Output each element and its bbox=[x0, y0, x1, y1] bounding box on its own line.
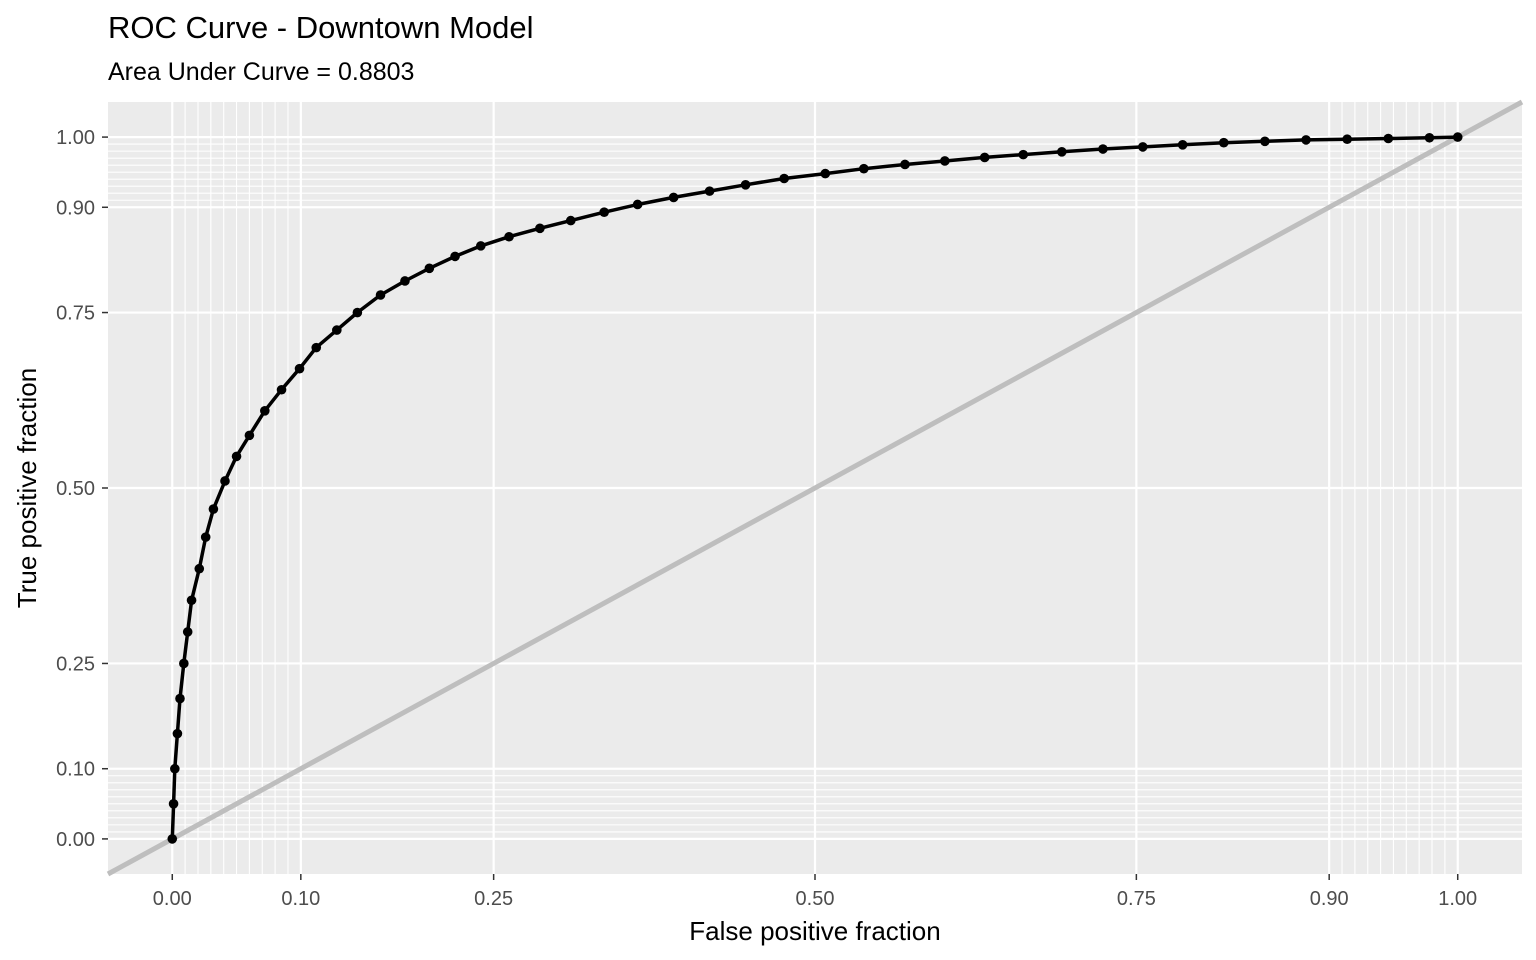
chart-subtitle: Area Under Curve = 0.8803 bbox=[108, 58, 415, 86]
roc-point bbox=[1383, 133, 1394, 144]
y-tick-label: 0.75 bbox=[56, 303, 95, 325]
reference-diagonal bbox=[106, 99, 1524, 877]
roc-point bbox=[1218, 137, 1229, 148]
roc-point bbox=[260, 406, 270, 416]
roc-point bbox=[1452, 132, 1463, 142]
roc-point bbox=[175, 693, 185, 704]
roc-point bbox=[1260, 136, 1270, 147]
roc-point bbox=[1177, 140, 1188, 150]
roc-point bbox=[167, 834, 178, 844]
roc-point bbox=[450, 251, 460, 262]
x-axis-title: False positive fraction bbox=[689, 916, 940, 946]
x-tick-label: 0.25 bbox=[474, 888, 513, 910]
roc-point bbox=[170, 763, 180, 774]
roc-point bbox=[200, 532, 211, 542]
roc-point bbox=[400, 276, 410, 286]
roc-point bbox=[1424, 132, 1435, 143]
roc-point bbox=[375, 290, 386, 300]
roc-point bbox=[1018, 149, 1029, 160]
chart-title: ROC Curve - Downtown Model bbox=[108, 10, 534, 45]
roc-point bbox=[1137, 142, 1148, 152]
roc-point bbox=[740, 180, 751, 190]
y-tick-label: 0.90 bbox=[56, 197, 95, 219]
roc-point bbox=[940, 156, 950, 166]
roc-point bbox=[244, 430, 255, 441]
roc-point bbox=[172, 728, 183, 739]
roc-point bbox=[352, 307, 363, 318]
roc-point bbox=[168, 799, 179, 809]
x-tick-label: 1.00 bbox=[1438, 888, 1477, 910]
roc-point bbox=[332, 325, 342, 335]
roc-point bbox=[668, 192, 679, 203]
roc-point bbox=[276, 384, 287, 395]
roc-point bbox=[179, 658, 189, 669]
roc-point bbox=[979, 152, 990, 163]
roc-point bbox=[220, 476, 230, 486]
x-tick-label: 0.50 bbox=[796, 888, 835, 910]
roc-point bbox=[704, 186, 715, 196]
roc-point bbox=[900, 159, 910, 170]
roc-point bbox=[1057, 147, 1067, 157]
roc-point bbox=[311, 342, 322, 353]
x-tick-label: 0.75 bbox=[1117, 888, 1156, 910]
roc-point bbox=[424, 263, 435, 274]
y-tick-label: 1.00 bbox=[56, 127, 95, 149]
y-tick-label: 0.50 bbox=[56, 478, 95, 500]
roc-point bbox=[1342, 134, 1352, 144]
roc-point bbox=[194, 563, 205, 574]
roc-point bbox=[632, 199, 643, 210]
roc-point bbox=[565, 215, 576, 226]
roc-point bbox=[1098, 144, 1108, 154]
roc-point bbox=[475, 241, 486, 251]
x-tick-label: 0.90 bbox=[1310, 888, 1349, 910]
roc-point bbox=[820, 168, 831, 179]
roc-point bbox=[779, 173, 789, 184]
x-tick-label: 0.00 bbox=[153, 888, 192, 910]
y-axis-title: True positive fraction bbox=[12, 368, 42, 608]
roc-point bbox=[208, 504, 219, 514]
reference-line bbox=[106, 99, 1524, 877]
y-tick-label: 0.25 bbox=[56, 653, 95, 675]
y-tick-label: 0.10 bbox=[56, 759, 95, 781]
roc-curve-layer bbox=[167, 132, 1463, 844]
roc-point bbox=[504, 231, 514, 242]
y-tick-label: 0.00 bbox=[56, 829, 95, 851]
roc-point bbox=[182, 627, 193, 637]
roc-point bbox=[294, 363, 305, 374]
roc-point bbox=[186, 595, 197, 606]
roc-point bbox=[599, 207, 609, 217]
roc-point bbox=[859, 163, 869, 174]
roc-point bbox=[231, 451, 242, 462]
roc-point bbox=[535, 223, 545, 234]
axes: 0.00 0.10 0.25 0.50 0.75 0.90 1.00 0.00 0.10 0.25… bbox=[56, 127, 1477, 910]
x-tick-label: 0.10 bbox=[281, 888, 320, 910]
roc-point bbox=[1301, 135, 1311, 145]
